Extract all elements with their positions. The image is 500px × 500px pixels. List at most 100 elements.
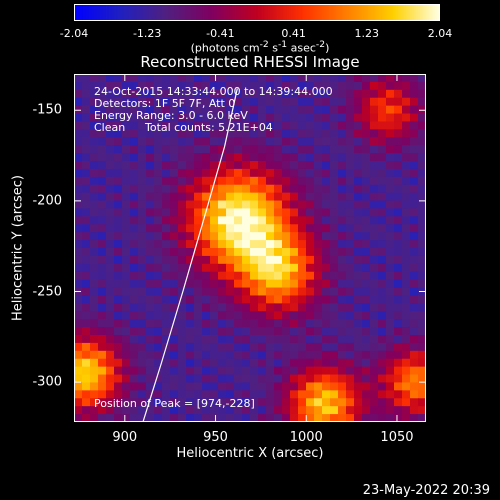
heatmap-cell: [354, 327, 363, 336]
heatmap-cell: [402, 350, 411, 360]
heatmap-cell: [418, 271, 426, 281]
heatmap-cell: [282, 398, 291, 407]
heatmap-cell: [402, 366, 411, 376]
heatmap-cell: [274, 224, 283, 233]
heatmap-cell: [362, 184, 371, 194]
heatmap-cell: [138, 287, 147, 297]
heatmap-cell: [162, 263, 171, 273]
heatmap-cell: [138, 89, 147, 99]
heatmap-cell: [250, 366, 259, 376]
heatmap-cell: [202, 97, 211, 107]
heatmap-cell: [186, 137, 195, 146]
heatmap-cell: [98, 319, 107, 328]
heatmap-cell: [194, 414, 203, 422]
heatmap-cell: [114, 248, 123, 257]
heatmap-cell: [410, 335, 419, 344]
heatmap-cell: [274, 295, 283, 304]
heatmap-cell: [74, 263, 83, 273]
heatmap-cell: [82, 255, 91, 265]
heatmap-cell: [250, 279, 259, 289]
heatmap-cell: [202, 287, 211, 297]
heatmap-cell: [298, 366, 307, 376]
heatmap-cell: [82, 74, 91, 83]
heatmap-cell: [402, 121, 411, 130]
heatmap-cell: [98, 248, 107, 257]
heatmap-cell: [410, 105, 419, 115]
heatmap-cell: [418, 137, 426, 146]
heatmap-cell: [90, 398, 99, 407]
heatmap-cell: [306, 137, 315, 146]
heatmap-cell: [178, 145, 187, 154]
heatmap-cell: [122, 161, 131, 170]
heatmap-cell: [210, 74, 219, 83]
heatmap-cell: [250, 232, 259, 241]
heatmap-cell: [266, 287, 275, 297]
heatmap-cell: [322, 311, 331, 320]
heatmap-cell: [114, 97, 123, 107]
heatmap-cell: [346, 153, 355, 162]
heatmap-cell: [242, 216, 251, 225]
heatmap-cell: [114, 224, 123, 233]
heatmap-cell: [202, 224, 211, 233]
heatmap-cell: [346, 311, 355, 320]
heatmap-cell: [114, 295, 123, 304]
heatmap-cell: [106, 216, 115, 225]
heatmap-cell: [210, 184, 219, 194]
heatmap-cell: [282, 374, 291, 384]
heatmap-cell: [186, 89, 195, 99]
heatmap-cell: [98, 168, 107, 178]
heatmap-cell: [178, 168, 187, 178]
heatmap-cell: [290, 105, 299, 115]
heatmap-cell: [266, 97, 275, 107]
heatmap-cell: [290, 137, 299, 146]
heatmap-cell: [322, 358, 331, 368]
heatmap-cell: [170, 208, 179, 217]
heatmap-cell: [122, 327, 131, 336]
heatmap-cell: [82, 192, 91, 202]
heatmap-cell: [106, 184, 115, 194]
heatmap-cell: [226, 287, 235, 297]
heatmap-cell: [114, 240, 123, 249]
heatmap-cell: [130, 168, 139, 178]
heatmap-cell: [362, 382, 371, 391]
heatmap-cell: [178, 406, 187, 415]
heatmap-cell: [210, 263, 219, 273]
heatmap-cell: [98, 358, 107, 368]
heatmap-cell: [370, 319, 379, 328]
heatmap-cell: [306, 153, 315, 162]
heatmap-cell: [386, 358, 395, 368]
heatmap-cell: [242, 74, 251, 83]
heatmap-cell: [90, 350, 99, 360]
heatmap-cell: [394, 137, 403, 146]
heatmap-cell: [298, 406, 307, 415]
heatmap-cell: [202, 121, 211, 130]
heatmap-cell: [402, 153, 411, 162]
heatmap-cell: [130, 335, 139, 344]
heatmap-cell: [194, 121, 203, 130]
heatmap-cell: [90, 287, 99, 297]
heatmap-cell: [410, 240, 419, 249]
heatmap-cell: [322, 161, 331, 170]
heatmap-cell: [298, 342, 307, 352]
heatmap-cell: [210, 350, 219, 360]
heatmap-cell: [330, 390, 339, 399]
heatmap-cell: [186, 287, 195, 297]
heatmap-cell: [106, 287, 115, 297]
heatmap-cell: [90, 168, 99, 178]
heatmap-cell: [250, 327, 259, 336]
heatmap-cell: [410, 311, 419, 320]
heatmap-cell: [90, 89, 99, 99]
heatmap-cell: [314, 255, 323, 265]
heatmap-cell: [298, 279, 307, 289]
heatmap-cell: [266, 105, 275, 115]
heatmap-cell: [274, 311, 283, 320]
heatmap-cell: [146, 200, 155, 210]
heatmap-cell: [202, 374, 211, 384]
heatmap-cell: [194, 208, 203, 217]
heatmap-cell: [130, 295, 139, 304]
heatmap-cell: [218, 153, 227, 162]
heatmap-cell: [282, 240, 291, 249]
heatmap-cell: [106, 335, 115, 344]
heatmap-cell: [82, 279, 91, 289]
heatmap-cell: [98, 192, 107, 202]
